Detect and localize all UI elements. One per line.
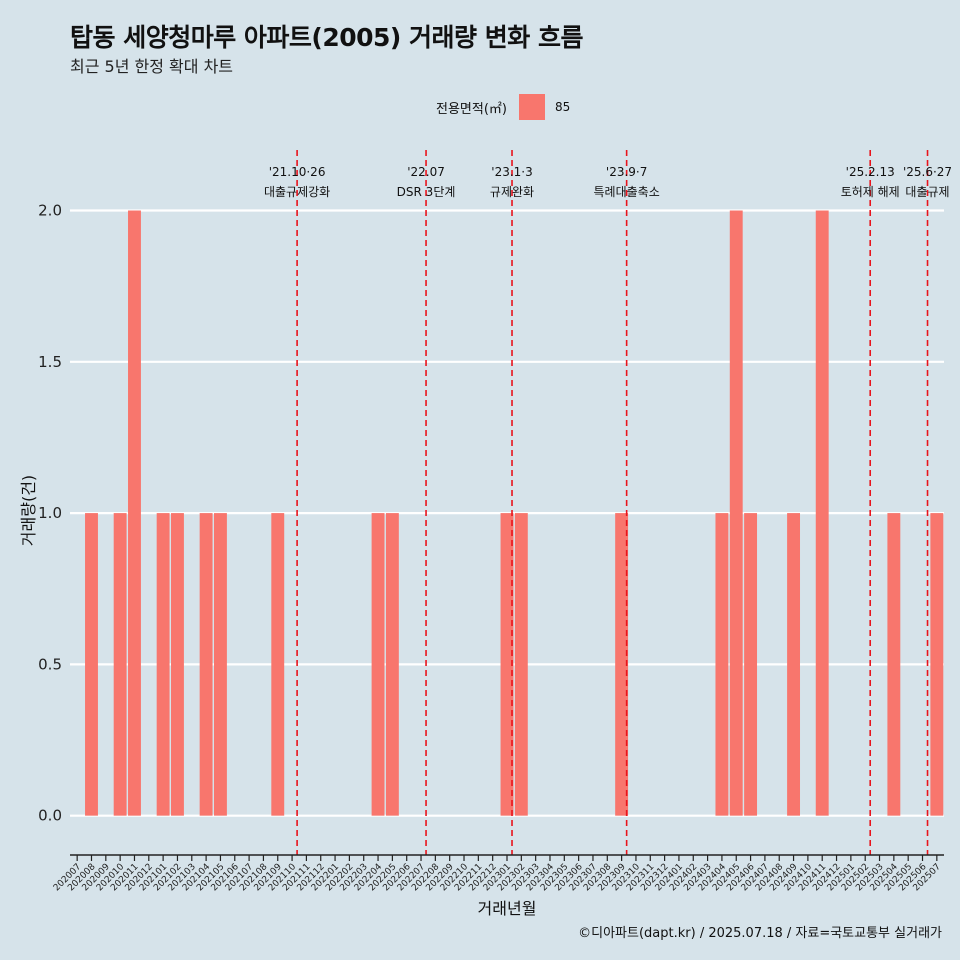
legend-title: 전용면적(㎡)	[436, 101, 507, 117]
y-tick-label: 1.0	[38, 504, 62, 522]
caption: ©디아파트(dapt.kr) / 2025.07.18 / 자료=국토교통부 실…	[578, 926, 942, 941]
legend-swatch	[518, 94, 545, 120]
annotation-label: 토허제 해제	[841, 185, 900, 199]
legend-item-label: 85	[554, 100, 571, 114]
bar	[744, 513, 758, 816]
x-axis: 2020072020082020092020102020112020122021…	[52, 854, 944, 918]
bar	[128, 210, 141, 816]
y-axis-title: 거래량(건)	[19, 475, 38, 546]
bar	[514, 513, 528, 816]
bar	[371, 513, 385, 816]
bars	[85, 210, 944, 816]
annotation-label: 특례대출축소	[594, 185, 660, 199]
annotation-date: '25.6·27	[903, 165, 952, 179]
annotation-label: 규제완화	[490, 185, 534, 199]
annotation-labels: '21.10·26 대출규제강화 '22.07 DSR 3단계 '23.1·3 규제완화 '…	[264, 165, 952, 199]
bar	[615, 513, 629, 816]
annotation-date: '21.10·26	[269, 165, 326, 179]
bar	[887, 513, 901, 816]
y-tick-label: 0.0	[38, 807, 62, 825]
x-axis-title: 거래년월	[478, 899, 537, 918]
bar	[199, 513, 213, 816]
legend: 전용면적(㎡) 85	[436, 94, 570, 120]
annotation-date: '23.9·7	[606, 165, 647, 179]
bar	[85, 513, 98, 816]
y-tick-label: 0.5	[38, 655, 62, 673]
chart-title: 탑동 세양청마루 아파트(2005) 거래량 변화 흐름	[70, 23, 583, 52]
y-tick-label: 2.0	[38, 202, 62, 220]
annotation-label: 대출규제	[905, 185, 949, 199]
bar	[500, 513, 514, 816]
bar	[729, 210, 743, 816]
bar	[213, 513, 227, 816]
annotation-lines	[296, 150, 929, 855]
y-tick-label: 1.5	[38, 353, 62, 371]
bar	[385, 513, 399, 816]
bar	[171, 513, 184, 816]
bar	[930, 513, 944, 816]
bar	[156, 513, 170, 816]
annotation-label: 대출규제강화	[264, 185, 330, 199]
bar	[271, 513, 285, 816]
chart-subtitle: 최근 5년 한정 확대 차트	[70, 57, 234, 76]
bar	[113, 513, 127, 816]
annotation-date: '25.2.13	[846, 165, 895, 179]
bar	[815, 210, 829, 816]
bar	[787, 513, 801, 816]
annotation-date: '22.07	[407, 165, 445, 179]
y-axis: 0.0 0.5 1.0 1.5 2.0 거래량(건)	[19, 202, 62, 825]
annotation-label: DSR 3단계	[397, 185, 456, 199]
annotation-date: '23.1·3	[491, 165, 532, 179]
bar	[715, 513, 729, 816]
